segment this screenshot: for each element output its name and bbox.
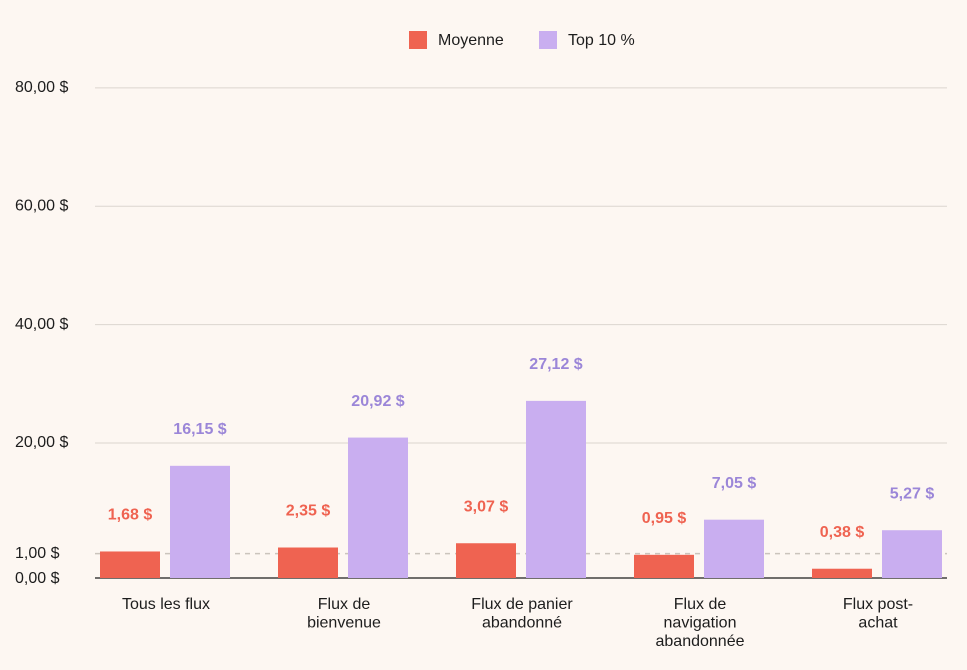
data-label: 2,35 $ [286, 503, 331, 520]
y-tick-label: 0,00 $ [15, 570, 60, 587]
y-tick-label: 40,00 $ [15, 316, 68, 333]
data-label: 0,38 $ [820, 524, 865, 541]
bar-top10-0 [170, 465, 230, 578]
bar-moyenne-3 [634, 554, 694, 578]
bar-moyenne-0 [100, 551, 160, 578]
bar-top10-2 [526, 400, 586, 578]
gridlines [95, 87, 947, 579]
bar-moyenne-1 [278, 547, 338, 578]
bar-moyenne-4 [812, 568, 872, 578]
y-tick-label: 60,00 $ [15, 197, 68, 214]
bar-top10-3 [704, 519, 764, 578]
bar-top10-1 [348, 437, 408, 578]
data-label: 7,05 $ [712, 475, 757, 492]
y-tick-label: 20,00 $ [15, 434, 68, 451]
x-tick-label: Flux de panier abandonné [471, 596, 573, 632]
legend: Moyenne Top 10 % [409, 31, 635, 49]
data-label: 1,68 $ [108, 507, 153, 524]
data-label: 20,92 $ [351, 393, 404, 410]
x-tick-label: Flux post-achat [843, 596, 913, 632]
y-tick-label: 80,00 $ [15, 79, 68, 96]
bar-moyenne-2 [456, 543, 516, 578]
legend-label-top10: Top 10 % [568, 32, 635, 49]
data-label: 0,95 $ [642, 510, 687, 527]
data-label: 3,07 $ [464, 498, 509, 515]
x-axis-ticks: Tous les flux Flux de bienvenue Flux de pan… [122, 596, 913, 650]
bar-top10-4 [882, 530, 942, 578]
data-label: 27,12 $ [529, 356, 582, 373]
legend-label-moyenne: Moyenne [438, 32, 504, 49]
x-tick-label: Tous les flux [122, 596, 210, 613]
x-tick-label: Flux de bienvenue [307, 596, 381, 632]
legend-swatch-moyenne [409, 31, 427, 49]
y-axis-ticks: 0,00 $ 1,00 $ 20,00 $ 40,00 $ 60,00 $ 80,00 $ [15, 79, 68, 587]
legend-swatch-top10 [539, 31, 557, 49]
data-label: 5,27 $ [890, 485, 935, 502]
bars [100, 400, 942, 578]
x-tick-label: Flux de navigation abandonnée [656, 596, 745, 650]
data-labels: 1,68 $ 2,35 $ 3,07 $ 0,95 $ 0,38 $ 16,15 $ 20,… [108, 356, 935, 541]
y-tick-label: 1,00 $ [15, 545, 60, 562]
data-label: 16,15 $ [173, 421, 226, 438]
